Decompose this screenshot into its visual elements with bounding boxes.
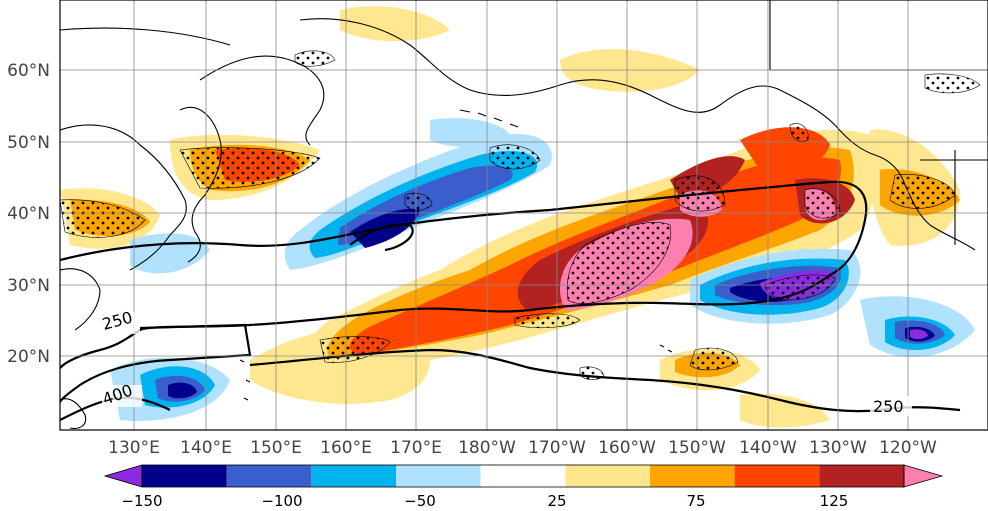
- lon-label: 130°W: [809, 438, 867, 458]
- lon-label: 120°W: [879, 438, 937, 458]
- colorbar-segment: [565, 465, 650, 487]
- lat-label: 40°N: [7, 204, 50, 224]
- colorbar-segment: [650, 465, 735, 487]
- longitude-labels: 130°E 140°E 150°E 160°E 170°E 180°W 170°…: [108, 438, 937, 458]
- colorbar-extend-max: [903, 464, 944, 488]
- colorbar-segment: [226, 465, 312, 487]
- colorbar-segment: [819, 465, 904, 487]
- significance-stippling: [60, 50, 981, 380]
- colorbar-segment: [311, 465, 396, 487]
- lon-label: 170°W: [528, 438, 586, 458]
- colorbar-tick-label: −100: [261, 492, 302, 510]
- lat-label: 20°N: [7, 347, 50, 367]
- latitude-labels: 60°N 50°N 40°N 30°N 20°N: [7, 61, 50, 367]
- contour-label-250-east: 250: [873, 397, 904, 416]
- colorbar-segment: [142, 465, 227, 487]
- lon-label: 170°E: [390, 438, 442, 458]
- colorbar-tick-label: −50: [404, 492, 436, 510]
- colorbar-segment: [396, 465, 481, 487]
- lon-label: 150°W: [668, 438, 726, 458]
- colorbar-segment: [480, 465, 566, 487]
- colorbar-tick-label: 25: [547, 492, 566, 510]
- lon-label: 160°W: [598, 438, 656, 458]
- colorbar-extend-min: [103, 464, 143, 488]
- lon-label: 150°E: [250, 438, 302, 458]
- colorbar-tick-labels: −150 −100 −50 25 75 125: [121, 492, 848, 510]
- lon-label: 160°E: [320, 438, 372, 458]
- colorbar: [103, 464, 944, 488]
- contour-lines: [60, 180, 961, 421]
- colorbar-tick-label: 125: [820, 492, 849, 510]
- colorbar-tick-label: 75: [686, 492, 705, 510]
- lon-label: 140°W: [739, 438, 797, 458]
- lat-label: 60°N: [7, 61, 50, 81]
- lat-label: 30°N: [7, 276, 50, 296]
- lon-label: 140°E: [180, 438, 232, 458]
- colorbar-border: [141, 464, 905, 488]
- colorbar-segment: [734, 465, 820, 487]
- lon-label: 130°E: [108, 438, 160, 458]
- graticule: [60, 0, 988, 430]
- map-border: [59, 0, 988, 431]
- lon-label: 180°W: [458, 438, 516, 458]
- colorbar-tick-label: −150: [121, 492, 162, 510]
- lat-label: 50°N: [7, 133, 50, 153]
